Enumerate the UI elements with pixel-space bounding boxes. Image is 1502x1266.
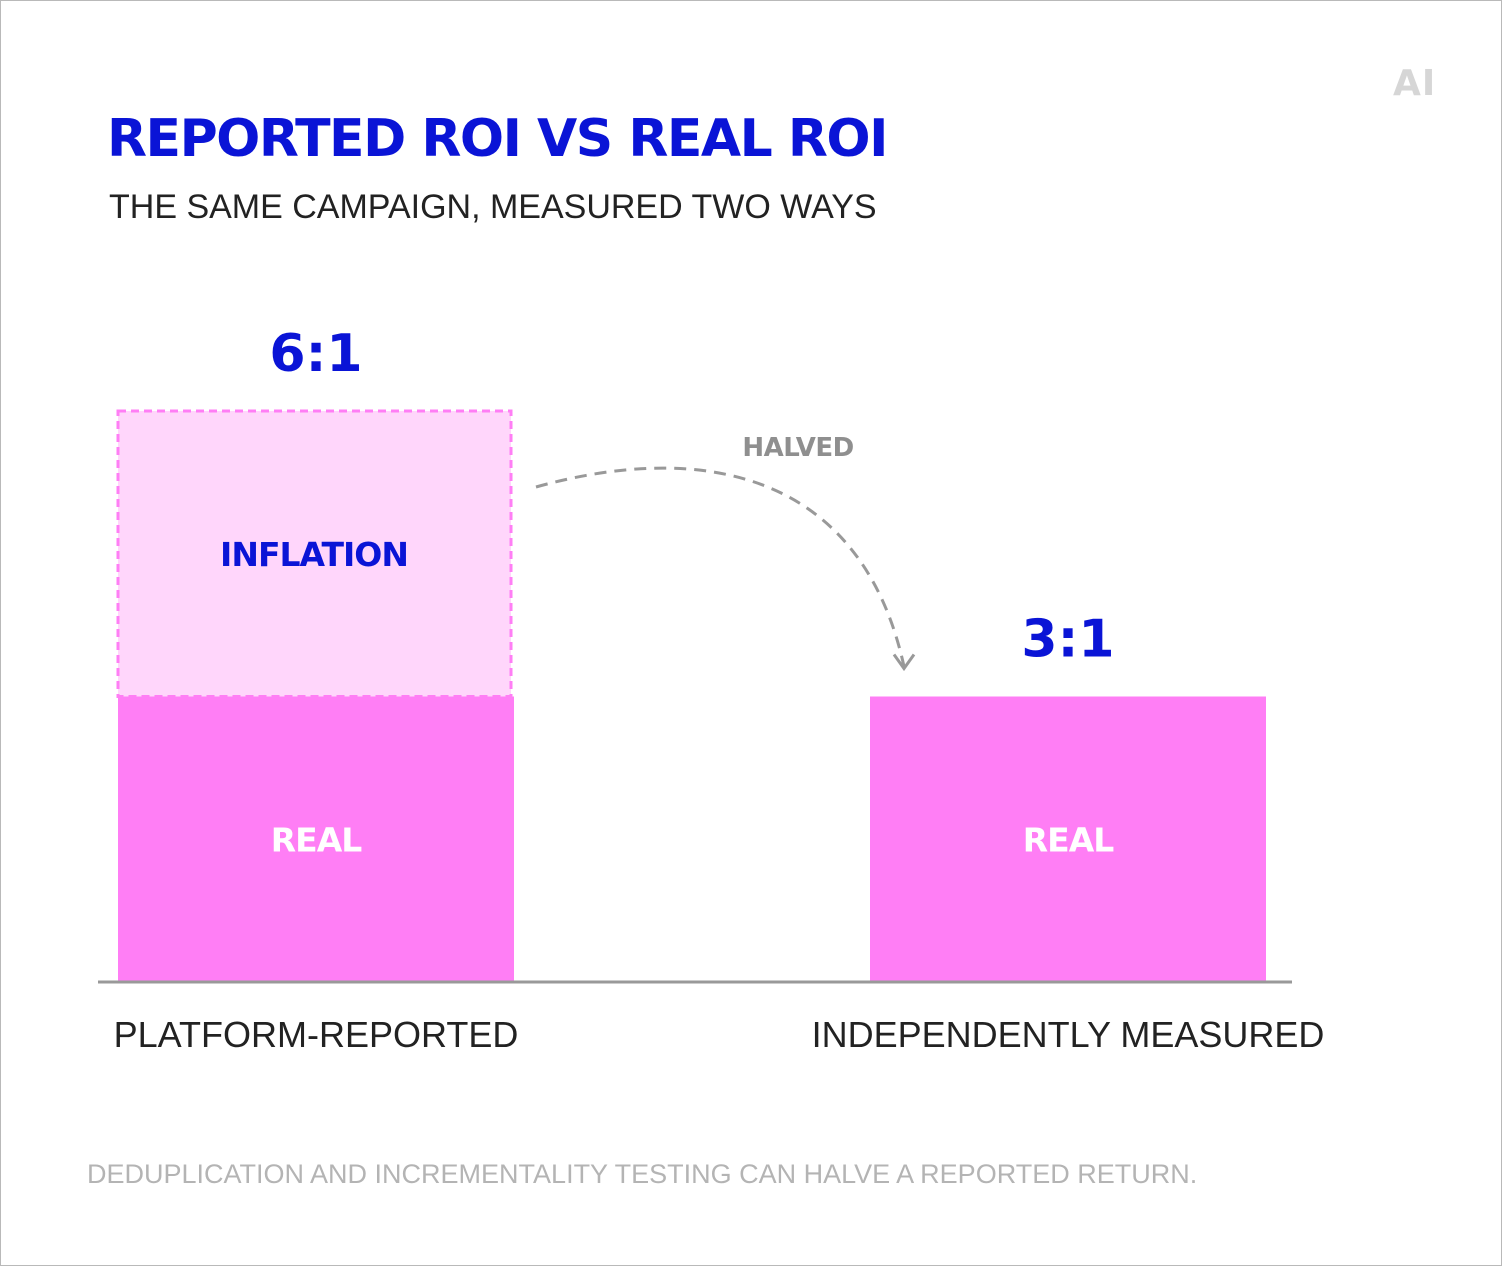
bar-real-segment — [870, 696, 1266, 982]
brand-logo: AI — [1393, 63, 1437, 104]
bar-segment-label-real: REAL — [1023, 820, 1114, 859]
bar-value-label: 6:1 — [269, 324, 362, 384]
arrow-head-icon — [892, 653, 916, 672]
roi-bar-chart: REAL INFLATION 6:1 PLATFORM-REPORTED REAL 3:1… — [98, 324, 1325, 1055]
bar-real-segment — [118, 696, 514, 982]
bar-inflation-segment — [116, 409, 513, 698]
bar-value-label: 3:1 — [1021, 610, 1114, 670]
bar-segment-label-inflation: INFLATION — [220, 535, 408, 574]
halved-annotation: HALVED — [742, 433, 853, 463]
bar-segment-label-real: REAL — [271, 820, 362, 859]
footnote: DEDUPLICATION AND INCREMENTALITY TESTING… — [87, 1159, 1198, 1189]
category-label: PLATFORM-REPORTED — [114, 1014, 519, 1055]
category-label: INDEPENDENTLY MEASURED — [812, 1014, 1325, 1055]
chart-subtitle: THE SAME CAMPAIGN, MEASURED TWO WAYS — [109, 188, 877, 226]
halved-arrow-path — [535, 466, 906, 667]
chart-title: REPORTED ROI VS REAL ROI — [107, 109, 888, 169]
